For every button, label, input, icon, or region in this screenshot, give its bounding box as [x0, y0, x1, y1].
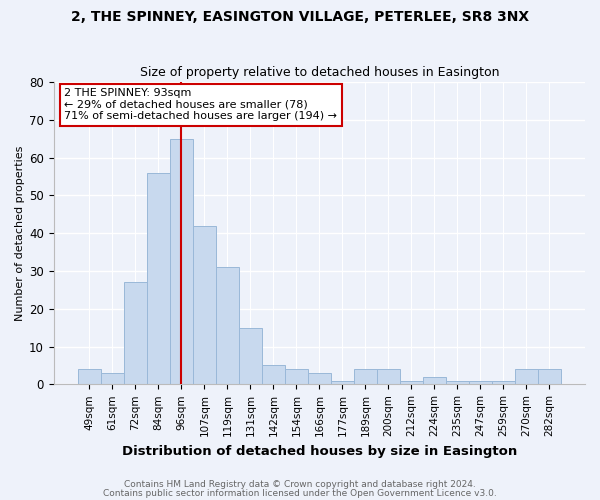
Title: Size of property relative to detached houses in Easington: Size of property relative to detached ho… [140, 66, 499, 80]
Bar [285, 369, 308, 384]
Bar [78, 369, 101, 384]
Y-axis label: Number of detached properties: Number of detached properties [15, 146, 25, 321]
Bar [515, 369, 538, 384]
Bar [423, 377, 446, 384]
Text: 2 THE SPINNEY: 93sqm
← 29% of detached houses are smaller (78)
71% of semi-detac: 2 THE SPINNEY: 93sqm ← 29% of detached h… [64, 88, 337, 122]
Bar [469, 380, 492, 384]
Text: Contains public sector information licensed under the Open Government Licence v3: Contains public sector information licen… [103, 488, 497, 498]
X-axis label: Distribution of detached houses by size in Easington: Distribution of detached houses by size … [122, 444, 517, 458]
Bar [147, 172, 170, 384]
Bar [170, 138, 193, 384]
Bar [354, 369, 377, 384]
Bar [262, 366, 285, 384]
Bar [331, 380, 354, 384]
Bar [101, 373, 124, 384]
Bar [239, 328, 262, 384]
Bar [308, 373, 331, 384]
Text: 2, THE SPINNEY, EASINGTON VILLAGE, PETERLEE, SR8 3NX: 2, THE SPINNEY, EASINGTON VILLAGE, PETER… [71, 10, 529, 24]
Bar [446, 380, 469, 384]
Bar [124, 282, 147, 384]
Bar [538, 369, 561, 384]
Bar [492, 380, 515, 384]
Bar [193, 226, 216, 384]
Bar [400, 380, 423, 384]
Text: Contains HM Land Registry data © Crown copyright and database right 2024.: Contains HM Land Registry data © Crown c… [124, 480, 476, 489]
Bar [377, 369, 400, 384]
Bar [216, 267, 239, 384]
